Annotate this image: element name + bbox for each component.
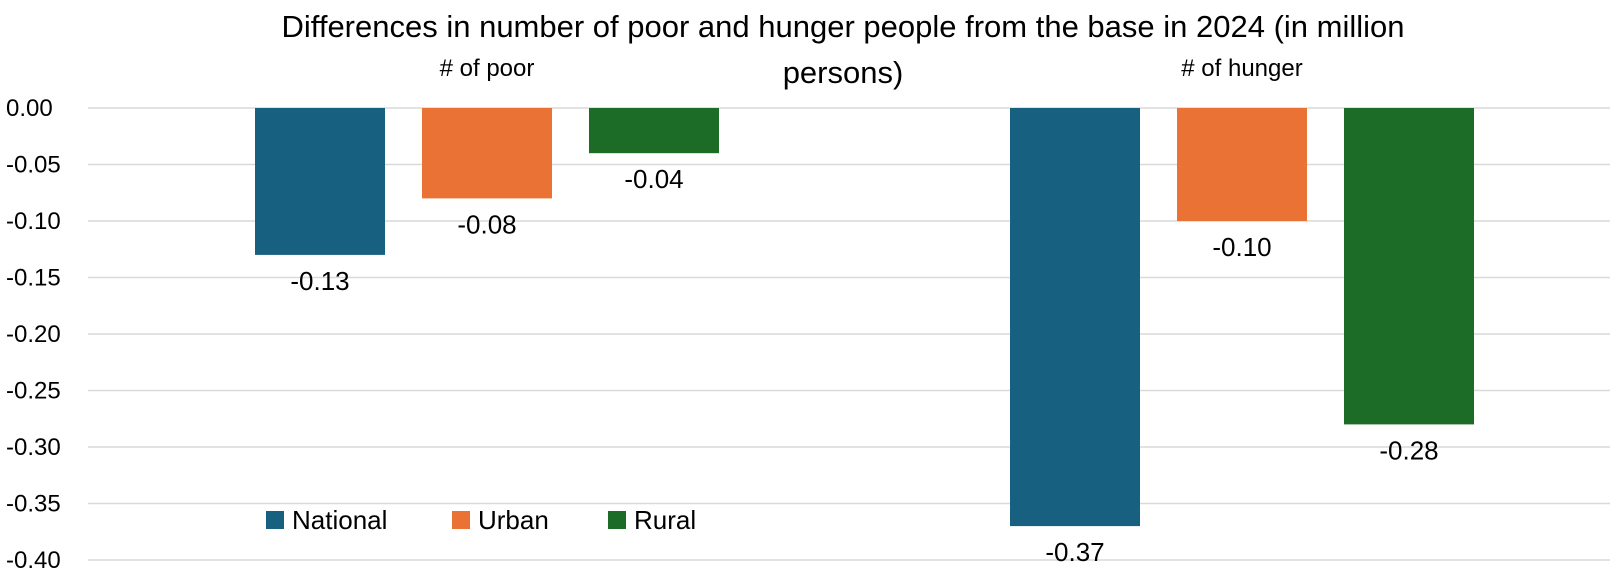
bar-national: [1010, 108, 1140, 527]
legend-swatch-rural: [608, 511, 626, 529]
chart-title-line-2: persons): [783, 55, 904, 90]
legend-label-urban: Urban: [478, 505, 549, 535]
bar-urban: [422, 108, 552, 199]
category-label-hunger: # of hunger: [1181, 55, 1302, 82]
legend: National Urban Rural: [266, 505, 696, 535]
y-tick-label: -0.35: [6, 491, 61, 518]
chart-title-line-1: Differences in number of poor and hunger…: [282, 9, 1405, 44]
bar-rural: [1344, 108, 1474, 425]
legend-swatch-urban: [452, 511, 470, 529]
y-tick-label: -0.20: [6, 321, 61, 348]
y-tick-label: -0.10: [6, 208, 61, 235]
legend-label-national: National: [292, 505, 387, 535]
bar-rural: [589, 108, 719, 154]
data-labels: -0.13 -0.37 -0.08 -0.10 -0.04 -0.28: [290, 164, 1438, 567]
y-tick-label: -0.05: [6, 152, 61, 179]
data-label: -0.04: [624, 164, 683, 194]
legend-swatch-national: [266, 511, 284, 529]
y-tick-label: -0.30: [6, 434, 61, 461]
data-label: -0.10: [1212, 232, 1271, 262]
data-label: -0.13: [290, 266, 349, 296]
y-tick-label: -0.25: [6, 378, 61, 405]
data-label: -0.28: [1379, 435, 1438, 465]
y-tick-label: -0.15: [6, 265, 61, 292]
bar-urban: [1177, 108, 1307, 221]
bar-national: [255, 108, 385, 255]
y-axis-ticks: 0.00 -0.05 -0.10 -0.15 -0.20 -0.25 -0.30 -0.35 -…: [6, 95, 61, 573]
data-label: -0.08: [457, 209, 516, 239]
legend-label-rural: Rural: [634, 505, 696, 535]
y-tick-label: -0.40: [6, 547, 61, 573]
y-tick-label: 0.00: [6, 95, 53, 122]
data-label: -0.37: [1045, 537, 1104, 567]
category-label-poor: # of poor: [440, 55, 535, 82]
bars: [255, 108, 1474, 527]
